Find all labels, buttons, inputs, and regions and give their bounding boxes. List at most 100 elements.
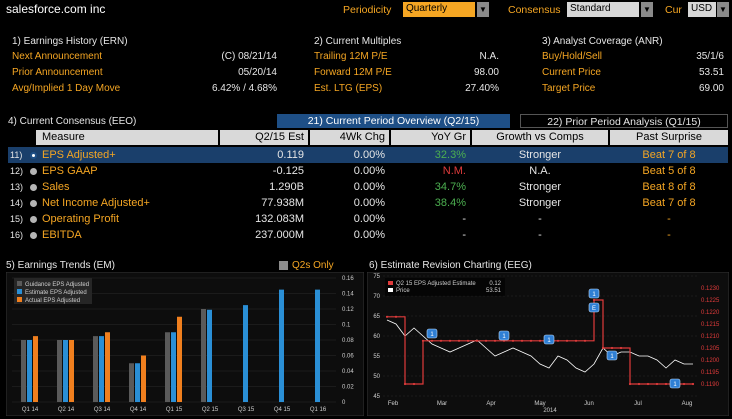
target-price-value: 69.00 xyxy=(698,83,724,94)
yoy-gr-value: 34.7% xyxy=(434,181,466,193)
y-tick-label: 0 xyxy=(342,400,346,406)
q2-est-value: 0.119 xyxy=(277,149,304,161)
yoy-gr-value: - xyxy=(462,229,466,241)
legend-swatch xyxy=(17,281,22,286)
tab-prior-period-analysis[interactable]: 22) Prior Period Analysis (Q1/15) xyxy=(520,114,728,128)
revision-marker-icon xyxy=(669,378,681,389)
row-number: 14) xyxy=(10,198,24,208)
periodicity-chevron-down-icon[interactable]: ▼ xyxy=(477,2,489,17)
growth-vs-comps-value: Stronger xyxy=(518,181,562,193)
q2s-only-checkbox[interactable] xyxy=(279,261,288,270)
past-surprise-value[interactable]: - xyxy=(667,229,671,241)
info-row: Avg/Implied 1 Day Move 6.42% / 4.68% xyxy=(12,83,277,99)
earnings-history-section: 1) Earnings History (ERN) Next Announcem… xyxy=(12,36,277,99)
estimate-point xyxy=(385,315,389,318)
measure-name[interactable]: EPS Adjusted+ xyxy=(42,149,116,161)
estimate-point xyxy=(601,346,605,350)
row-radio-icon[interactable] xyxy=(30,184,37,191)
table-row[interactable]: 11) EPS Adjusted+ 0.119 0.00% 32.3% Stronger B… xyxy=(8,147,728,163)
table-row[interactable]: 12) EPS GAAP -0.125 0.00% N.M. N.A. Beat 5 of … xyxy=(8,163,728,179)
x-tick-label: Aug xyxy=(682,401,693,407)
y-tick-label: 0.08 xyxy=(342,338,354,344)
measure-name[interactable]: EBITDA xyxy=(42,229,82,241)
left-tick-label: 55 xyxy=(373,354,380,360)
legend-box xyxy=(385,278,505,296)
estimate-point xyxy=(457,339,461,342)
x-year-label: 2014 xyxy=(543,408,557,414)
bar xyxy=(105,332,110,402)
estimate-point xyxy=(655,382,659,386)
measure-name[interactable]: Sales xyxy=(42,181,70,193)
legend-swatch xyxy=(388,288,393,292)
past-surprise-value[interactable]: - xyxy=(667,213,671,225)
bar xyxy=(207,309,212,402)
periodicity-dropdown[interactable]: Quarterly xyxy=(403,2,475,17)
x-tick-label: Q1 15 xyxy=(166,407,183,413)
row-radio-icon[interactable] xyxy=(30,232,37,239)
currency-chevron-down-icon[interactable]: ▼ xyxy=(717,2,729,17)
estimate-point xyxy=(403,382,407,386)
x-tick-label: Feb xyxy=(388,401,399,407)
q2-est-value: 1.290B xyxy=(269,181,304,193)
row-radio-icon[interactable] xyxy=(30,200,37,207)
4wk-chg-value: 0.00% xyxy=(353,149,385,161)
right-tick-label: 0.1210 xyxy=(701,334,720,340)
measure-name[interactable]: Operating Profit xyxy=(42,213,120,225)
estimate-point xyxy=(466,339,470,342)
currency-dropdown[interactable]: USD xyxy=(688,2,716,17)
bar xyxy=(27,340,32,402)
tab-current-period-overview[interactable]: 21) Current Period Overview (Q2/15) xyxy=(277,114,510,128)
estimate-revision-title[interactable]: 6) Estimate Revision Charting (EEG) xyxy=(369,260,532,271)
row-radio-icon[interactable] xyxy=(30,152,37,159)
growth-vs-comps-value: Stronger xyxy=(518,197,562,209)
estimate-point xyxy=(619,346,623,350)
price-line xyxy=(386,319,693,373)
earnings-history-title[interactable]: 1) Earnings History (ERN) xyxy=(12,36,128,47)
measure-name[interactable]: Net Income Adjusted+ xyxy=(42,197,150,209)
past-surprise-value[interactable]: Beat 7 of 8 xyxy=(642,149,696,161)
4wk-chg-value: 0.00% xyxy=(353,213,385,225)
row-radio-icon[interactable] xyxy=(30,216,37,223)
earnings-trends-title[interactable]: 5) Earnings Trends (EM) xyxy=(6,260,115,271)
col-header-est: Q2/15 Est xyxy=(220,130,308,145)
past-surprise-value[interactable]: Beat 7 of 8 xyxy=(642,197,696,209)
table-row[interactable]: 14) Net Income Adjusted+ 77.938M 0.00% 38.4%… xyxy=(8,195,728,211)
forward-pe-label: Forward 12M P/E xyxy=(314,67,392,78)
legend-swatch xyxy=(17,289,22,294)
past-surprise-value[interactable]: Beat 5 of 8 xyxy=(642,165,696,177)
consensus-dropdown[interactable]: Standard xyxy=(567,2,639,17)
revision-marker-icon xyxy=(543,334,555,345)
bar xyxy=(57,340,62,402)
row-radio-icon[interactable] xyxy=(30,168,37,175)
company-name: salesforce.com inc xyxy=(6,2,106,16)
prior-announcement-value: 05/20/14 xyxy=(238,67,277,78)
legend-entry: Price xyxy=(396,288,410,294)
current-consensus-title[interactable]: 4) Current Consensus (EEO) xyxy=(8,116,137,127)
estimate-point xyxy=(520,339,524,342)
legend-swatch xyxy=(388,281,393,285)
table-row[interactable]: 16) EBITDA 237.000M 0.00% - - - xyxy=(8,227,728,243)
left-tick-label: 70 xyxy=(373,294,380,300)
col-header-measure: Measure xyxy=(36,130,218,145)
right-tick-label: 0.1220 xyxy=(701,310,720,316)
revision-marker-label: 1 xyxy=(430,332,434,338)
x-tick-label: Apr xyxy=(486,401,495,407)
info-row: Prior Announcement 05/20/14 xyxy=(12,67,277,83)
left-tick-label: 65 xyxy=(373,314,380,320)
growth-vs-comps-value: - xyxy=(538,213,542,225)
periodicity-label: Periodicity xyxy=(343,4,392,16)
q2-est-value: -0.125 xyxy=(272,165,304,177)
growth-vs-comps-value: - xyxy=(538,229,542,241)
yoy-gr-value: N.M. xyxy=(442,165,466,177)
table-row[interactable]: 15) Operating Profit 132.083M 0.00% - - - xyxy=(8,211,728,227)
x-tick-label: Q1 16 xyxy=(310,407,327,413)
row-number: 13) xyxy=(10,182,24,192)
analyst-coverage-title[interactable]: 3) Analyst Coverage (ANR) xyxy=(542,36,663,47)
forward-pe-value: 98.00 xyxy=(473,67,499,78)
past-surprise-value[interactable]: Beat 8 of 8 xyxy=(642,181,696,193)
measure-name[interactable]: EPS GAAP xyxy=(42,165,98,177)
consensus-chevron-down-icon[interactable]: ▼ xyxy=(641,2,653,17)
table-row[interactable]: 13) Sales 1.290B 0.00% 34.7% Stronger Beat 8 o… xyxy=(8,179,728,195)
current-multiples-title[interactable]: 2) Current Multiples xyxy=(314,36,402,47)
revision-marker-label: E xyxy=(592,306,596,312)
